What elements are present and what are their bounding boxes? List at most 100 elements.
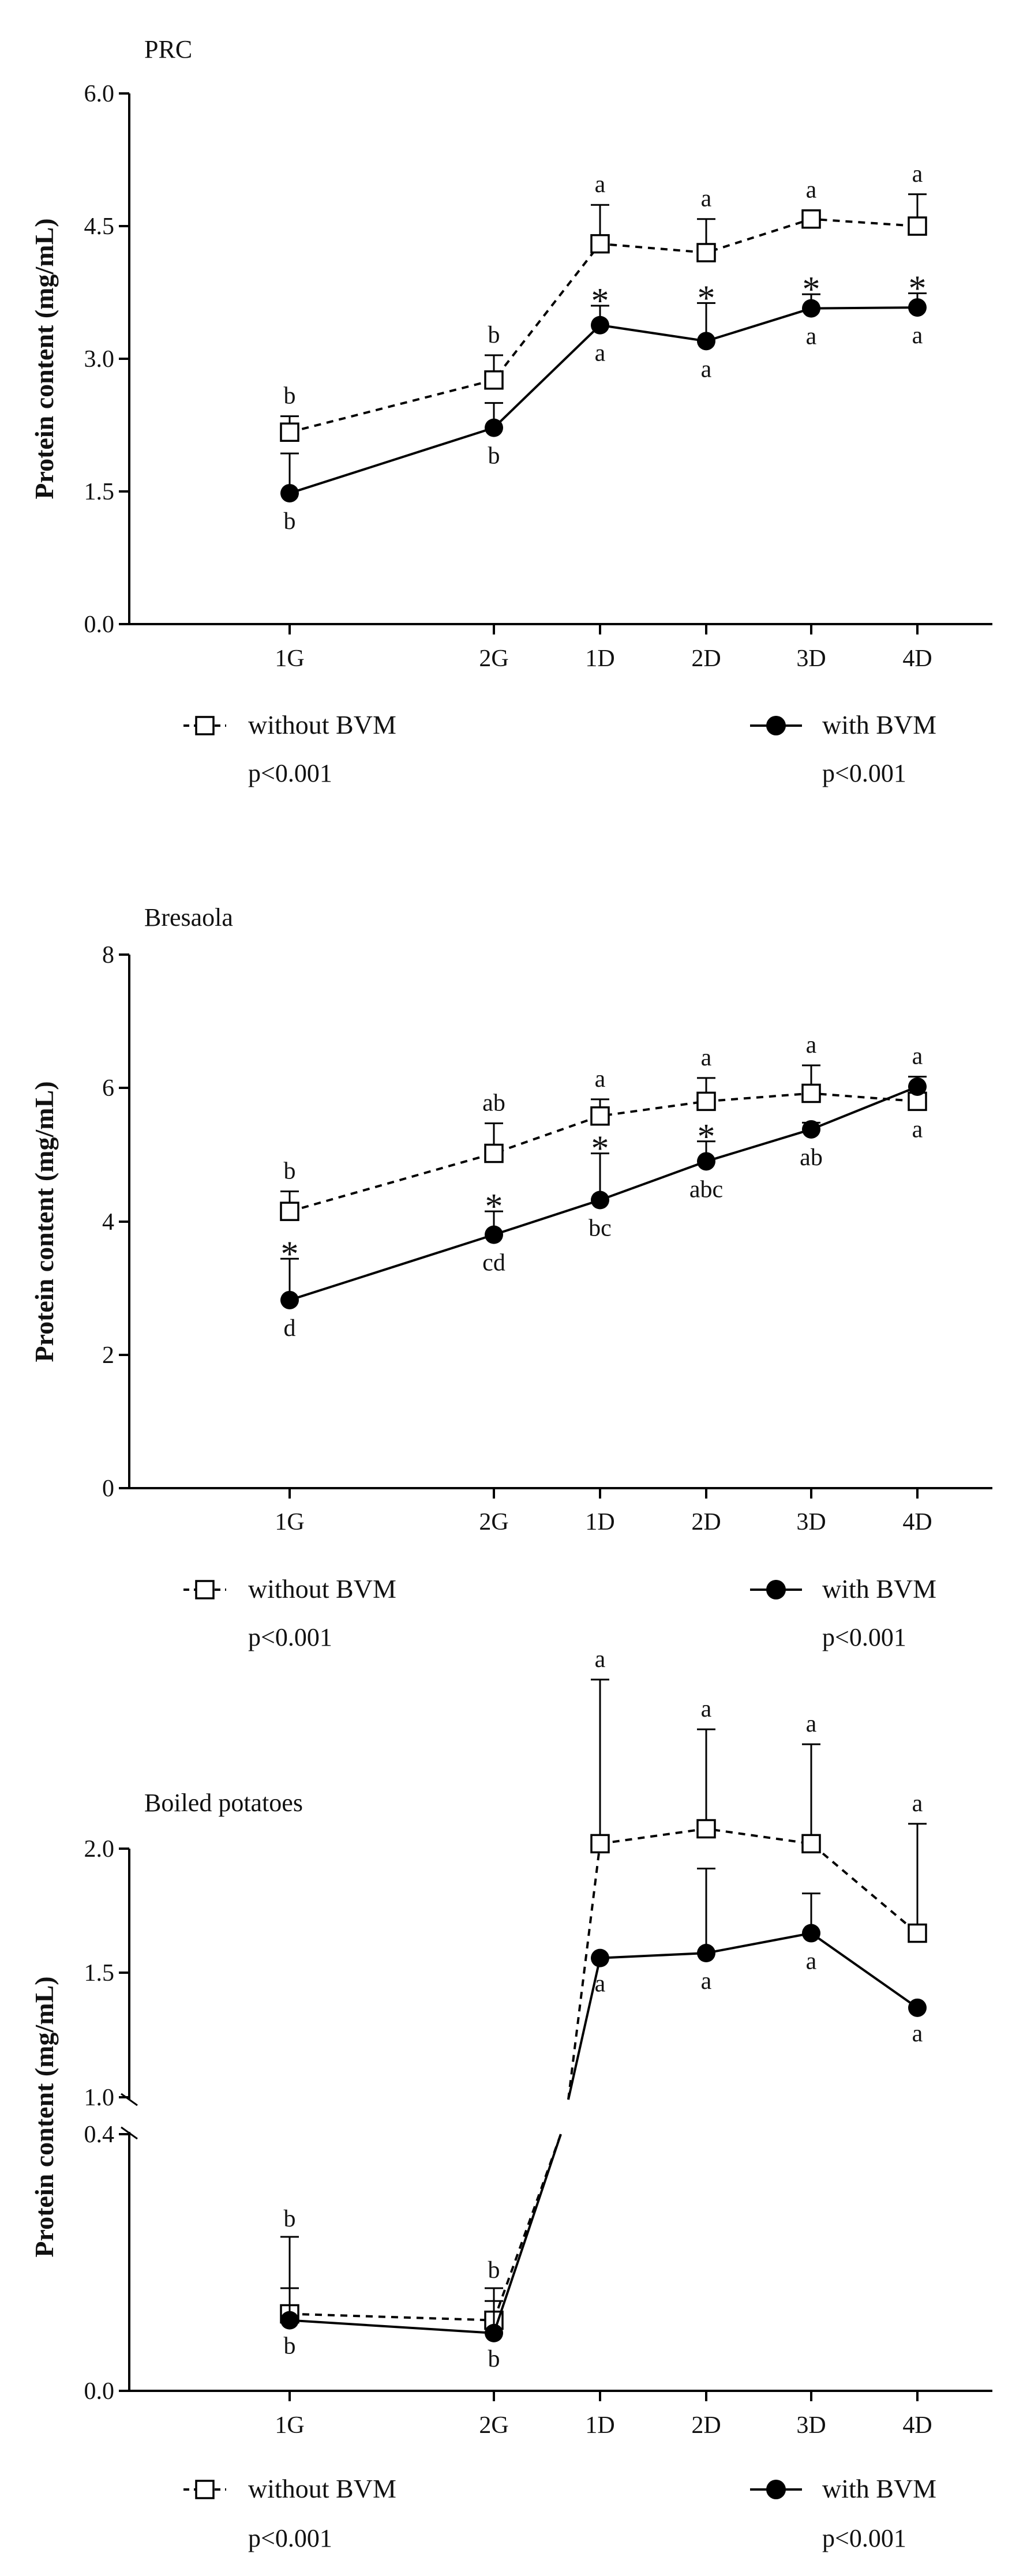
legend-label-with-bvm: with BVM	[822, 2474, 936, 2503]
p-value-without-bvm: p<0.001	[248, 1623, 332, 1651]
data-point-square	[280, 1201, 299, 1221]
data-point-circle	[908, 1077, 927, 1096]
significance-letter: cd	[482, 1250, 505, 1276]
significance-letter: a	[595, 171, 606, 198]
data-point-circle	[697, 332, 715, 351]
data-point-circle	[591, 316, 609, 335]
significance-letter: ab	[482, 1090, 505, 1117]
significance-letter: abc	[689, 1176, 723, 1203]
significance-letter: b	[284, 383, 296, 410]
data-point-square	[908, 216, 927, 236]
data-point-circle	[908, 298, 927, 317]
y-tick-label: 0.4	[84, 2121, 115, 2148]
data-point-square	[801, 1834, 821, 1854]
x-tick-label: 1D	[585, 1509, 614, 1535]
series-with-bvm	[280, 292, 927, 503]
x-tick-label: 4D	[902, 2412, 932, 2439]
data-point-square	[590, 1834, 610, 1854]
x-tick-label: 1D	[585, 2412, 614, 2439]
legend: without BVM p<0.001 with BVM p<0.001	[183, 2474, 936, 2552]
significance-letter: b	[284, 1158, 296, 1184]
y-tick-label: 0	[102, 1475, 114, 1502]
x-tick-label: 2D	[691, 1509, 721, 1535]
data-point-square	[590, 1106, 610, 1126]
chart-panel-2: Bresaola Protein content (mg/mL) 0 2 4 6 8 1G 2G…	[29, 903, 992, 1651]
data-point-circle	[485, 2323, 503, 2342]
legend-circle-icon	[766, 716, 786, 735]
significance-letter: a	[701, 186, 712, 212]
significance-letter: a	[912, 322, 923, 349]
y-tick-label: 8	[102, 942, 114, 968]
series-line	[289, 2319, 494, 2334]
significance-letter: a	[701, 1045, 712, 1071]
y-axis-label: Protein content (mg/mL)	[29, 218, 59, 499]
data-point-square	[696, 1819, 716, 1839]
legend-square-icon	[195, 1580, 215, 1599]
x-tick-label: 4D	[902, 645, 932, 672]
x-tick-label: 3D	[796, 2412, 826, 2439]
legend-label-without-bvm: without BVM	[248, 710, 396, 739]
data-point-square	[280, 422, 299, 442]
legend-circle-icon	[766, 1580, 786, 1599]
data-point-circle	[485, 1225, 503, 1244]
x-tick-label: 2D	[691, 2412, 721, 2439]
legend-label-without-bvm: without BVM	[248, 1574, 396, 1604]
y-tick-label: 1.0	[84, 2085, 115, 2111]
significance-letter: d	[284, 1315, 296, 1342]
x-tick-label: 2G	[479, 2412, 508, 2439]
y-tick-label: 4.5	[84, 213, 115, 240]
y-tick-label: 0.0	[84, 611, 115, 638]
p-value-without-bvm: p<0.001	[248, 759, 332, 787]
series-without-bvm	[280, 1064, 927, 1221]
p-value-with-bvm: p<0.001	[822, 1623, 906, 1651]
significance-letter: b	[488, 443, 500, 470]
significance-letter: ab	[800, 1144, 823, 1171]
series-line-break	[567, 1958, 601, 2100]
p-value-with-bvm: p<0.001	[822, 2524, 906, 2552]
x-tick-label: 2G	[479, 645, 508, 672]
series-with-bvm	[280, 1076, 927, 1309]
significance-star: *	[591, 1129, 609, 1169]
significance-letter: b	[284, 2333, 296, 2360]
legend-circle-icon	[766, 2480, 786, 2499]
x-tick-label: 2G	[479, 1509, 508, 1535]
significance-star: *	[698, 1117, 715, 1156]
data-point-circle	[280, 2311, 299, 2330]
chart-title: Bresaola	[144, 903, 233, 932]
x-tick-label: 3D	[796, 645, 826, 672]
data-point-circle	[280, 484, 299, 503]
data-point-circle	[485, 418, 503, 437]
y-axis-label: Protein content (mg/mL)	[29, 1976, 59, 2257]
significance-letter: a	[912, 1043, 923, 1070]
chart-title: PRC	[144, 35, 192, 63]
p-value-without-bvm: p<0.001	[248, 2524, 332, 2552]
data-point-circle	[802, 1120, 820, 1139]
significance-letter: a	[595, 340, 606, 367]
significance-letter: a	[595, 1066, 606, 1092]
significance-star: *	[485, 1187, 503, 1226]
x-tick-label: 1G	[275, 1509, 304, 1535]
series-line	[599, 1827, 919, 1935]
data-point-circle	[802, 299, 820, 318]
x-tick-label: 1G	[275, 645, 304, 672]
significance-letter: a	[595, 1971, 606, 1997]
axis-break-mark	[121, 2093, 138, 2106]
legend-label-with-bvm: with BVM	[822, 710, 936, 739]
significance-star: *	[591, 281, 609, 321]
x-tick-label: 4D	[902, 1509, 932, 1535]
significance-letter: a	[912, 1116, 923, 1143]
data-point-circle	[280, 1290, 299, 1309]
series-line-break	[493, 2134, 562, 2334]
data-point-square	[908, 1923, 927, 1943]
series-line	[289, 1086, 918, 1301]
legend-square-icon	[195, 716, 215, 735]
y-tick-label: 1.5	[84, 479, 115, 505]
significance-letter: a	[912, 161, 923, 187]
chart-title: Boiled potatoes	[144, 1789, 303, 1817]
legend-label-with-bvm: with BVM	[822, 1574, 936, 1604]
data-point-square	[696, 243, 716, 262]
data-point-circle	[697, 1152, 715, 1171]
y-tick-label: 4	[102, 1209, 114, 1236]
significance-letter: a	[701, 1696, 712, 1722]
